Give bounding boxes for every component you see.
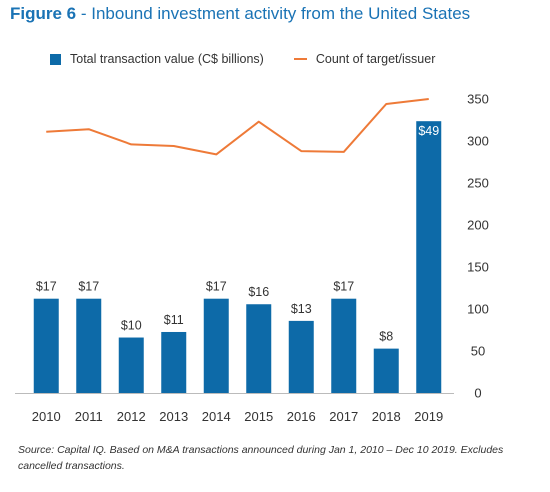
y-right-tick-0: 0 xyxy=(474,386,481,401)
x-tick-2014: 2014 xyxy=(202,409,231,424)
y-right-tick-300: 300 xyxy=(467,134,489,149)
source-note: Source: Capital IQ. Based on M&A transac… xyxy=(18,444,504,472)
bar-2012 xyxy=(118,337,144,393)
line-series-count xyxy=(46,98,429,156)
bar-label-2011: $17 xyxy=(78,280,99,294)
bar-label-2012: $10 xyxy=(121,319,142,333)
figure-number: Figure 6 xyxy=(10,4,77,23)
bar-label-2019: $49 xyxy=(418,124,439,138)
x-tick-2013: 2013 xyxy=(159,409,188,424)
legend-label-line: Count of target/issuer xyxy=(315,52,436,66)
chart-plot: $17 $17 $10 $11 $17 $16 $13 $17 $8 $49 2010 2011 201… xyxy=(15,92,489,424)
bar-label-2016: $13 xyxy=(291,302,312,316)
x-tick-2015: 2015 xyxy=(244,409,273,424)
bar-label-2013: $11 xyxy=(164,313,184,327)
bar-2010 xyxy=(33,298,59,393)
x-tick-2016: 2016 xyxy=(287,409,316,424)
title-text: Inbound investment activity from the Uni… xyxy=(91,4,471,23)
y-right-tick-200: 200 xyxy=(467,218,489,233)
y-right-tick-250: 250 xyxy=(467,176,489,191)
x-tick-2012: 2012 xyxy=(117,409,146,424)
x-tick-2011: 2011 xyxy=(75,409,103,424)
title-separator: - xyxy=(76,4,92,23)
bar-2011 xyxy=(76,298,102,393)
bar-label-2014: $17 xyxy=(206,280,227,294)
y-right-tick-150: 150 xyxy=(467,260,489,275)
bar-2019 xyxy=(416,121,442,393)
legend-item-line: Count of target/issuer xyxy=(293,52,436,66)
bar-2014 xyxy=(203,298,229,393)
legend-item-bars: Total transaction value (C$ billions) xyxy=(50,52,264,66)
bar-label-2015: $16 xyxy=(248,285,269,299)
legend-swatch-line xyxy=(293,58,307,60)
legend-swatch-bar xyxy=(50,53,61,65)
y-right-tick-100: 100 xyxy=(467,302,489,317)
bar-label-2018: $8 xyxy=(379,330,393,344)
bar-label-2010: $17 xyxy=(36,280,57,294)
x-tick-2017: 2017 xyxy=(329,409,358,424)
x-tick-2010: 2010 xyxy=(32,409,61,424)
bar-2018 xyxy=(373,348,399,393)
bar-2015 xyxy=(246,304,272,393)
x-tick-2019: 2019 xyxy=(414,409,443,424)
y-right-tick-50: 50 xyxy=(471,344,485,359)
chart-title: Figure 6 - Inbound investment activity f… xyxy=(10,4,470,24)
bar-2016 xyxy=(288,320,314,393)
bar-2017 xyxy=(331,298,357,393)
legend-label-bars: Total transaction value (C$ billions) xyxy=(70,52,264,66)
y-right-tick-350: 350 xyxy=(467,92,489,107)
bar-2013 xyxy=(161,331,187,393)
legend: Total transaction value (C$ billions) Co… xyxy=(50,52,465,66)
bar-label-2017: $17 xyxy=(333,280,354,294)
x-tick-2018: 2018 xyxy=(372,409,401,424)
